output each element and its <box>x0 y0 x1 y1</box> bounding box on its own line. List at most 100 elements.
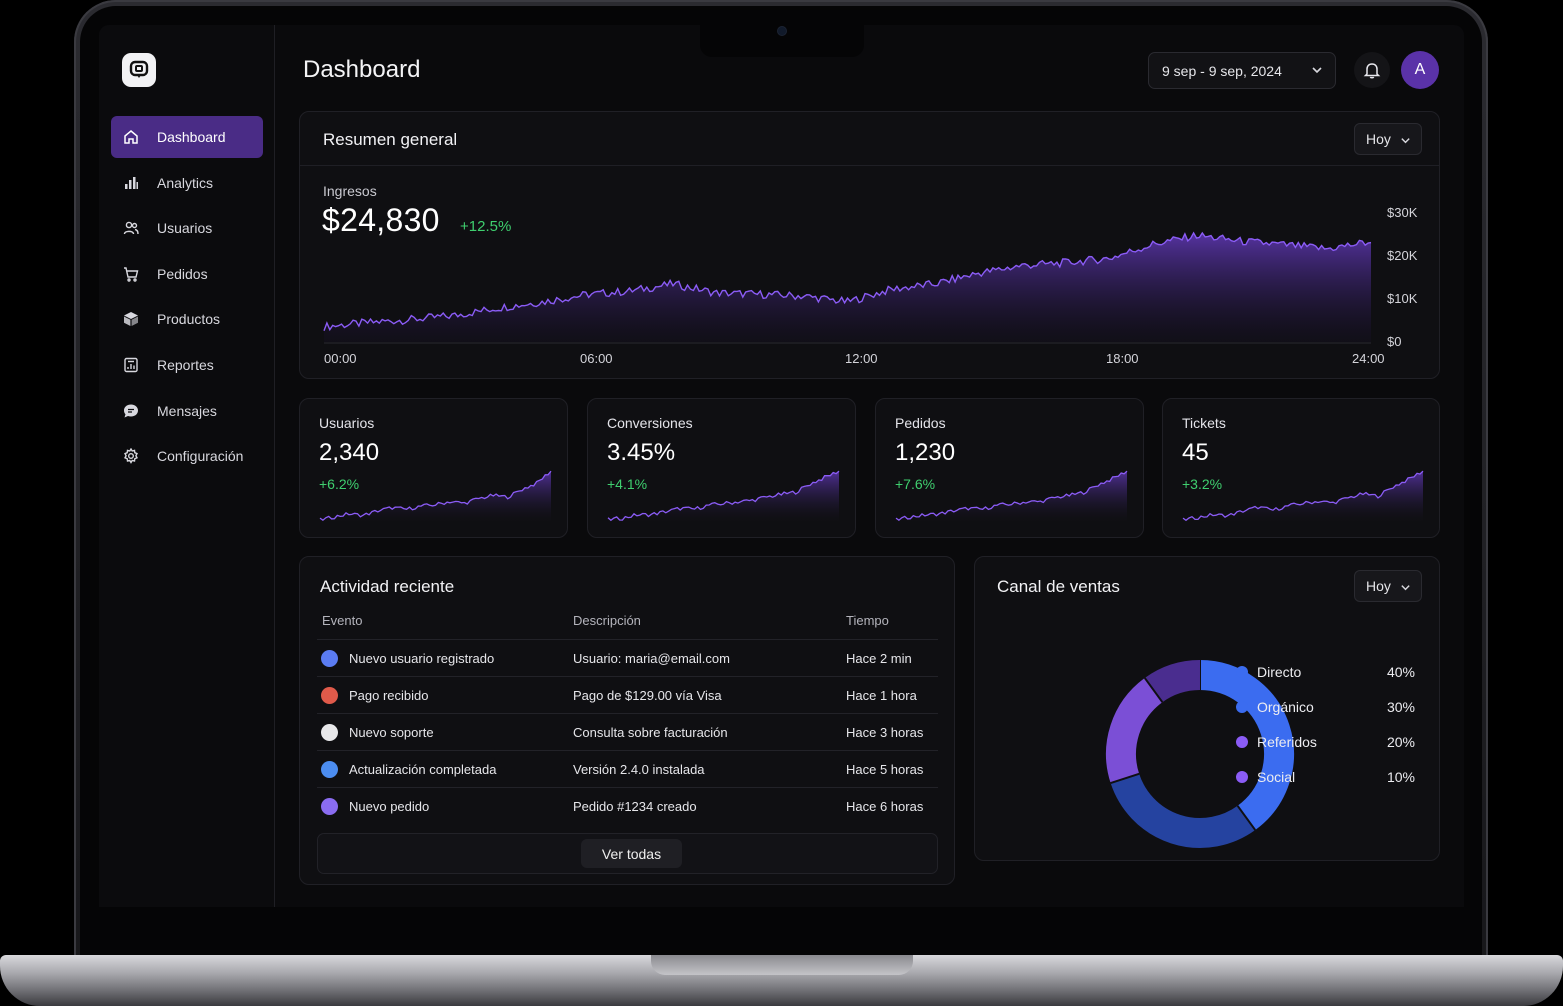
sidebar-item-configuracion[interactable]: Configuración <box>111 435 263 477</box>
screen: Dashboard Analytics Usuarios Pedidos Pro… <box>99 25 1464 907</box>
y-tick-label: $0 <box>1387 334 1401 349</box>
order-icon <box>321 798 338 815</box>
notifications-button[interactable] <box>1354 52 1390 88</box>
event-name: Nuevo soporte <box>349 725 434 740</box>
period-select[interactable]: Hoy <box>1354 570 1422 602</box>
chevron-down-icon <box>1401 585 1410 591</box>
x-tick-label: 12:00 <box>845 351 878 366</box>
sparkline-line <box>319 470 552 522</box>
legend-item: Referidos 20% <box>1233 732 1415 752</box>
legend-swatch <box>1236 666 1248 678</box>
y-tick-label: $20K <box>1387 248 1418 263</box>
sidebar-item-label: Reportes <box>157 356 214 373</box>
kpi-label: Pedidos <box>895 415 946 431</box>
gear-icon <box>124 448 138 465</box>
column-header-event: Evento <box>322 613 363 628</box>
kpi-label: Conversiones <box>607 415 693 431</box>
sidebar-item-reportes[interactable]: Reportes <box>111 344 263 386</box>
kpi-value: 3.45% <box>607 439 676 466</box>
donut-chart <box>1106 660 1294 848</box>
kpi-sparkline <box>895 470 1128 523</box>
donut-slice-social[interactable] <box>1144 660 1201 703</box>
support-icon <box>321 724 338 741</box>
sidebar-item-label: Mensajes <box>157 402 217 419</box>
table-row[interactable]: Pago recibido Pago de $129.00 vía Visa H… <box>317 676 938 713</box>
legend-item: Orgánico 30% <box>1233 697 1415 717</box>
box-icon <box>124 312 138 327</box>
period-select[interactable]: Hoy <box>1354 123 1422 155</box>
sidebar-item-productos[interactable]: Productos <box>111 298 263 340</box>
table-row[interactable]: Actualización completada Versión 2.4.0 i… <box>317 750 938 787</box>
card-title: Canal de ventas <box>997 577 1120 596</box>
legend-swatch <box>1236 771 1248 783</box>
cart-icon <box>124 267 139 282</box>
sparkline-fill <box>896 471 1127 523</box>
table-row[interactable]: Nuevo pedido Pedido #1234 creado Hace 6 … <box>317 787 938 824</box>
event-time: Hace 5 horas <box>846 762 924 777</box>
x-tick-label: 18:00 <box>1106 351 1139 366</box>
kpi-delta: +4.1% <box>607 476 648 492</box>
sparkline-line <box>1182 470 1424 522</box>
period-select-value: Hoy <box>1366 578 1391 594</box>
revenue-area-chart: 00:00 06:00 12:00 18:00 24:00 $30K $20K $10K $0 <box>323 205 1418 366</box>
payment-icon <box>321 687 338 704</box>
donut-slice-orgánico[interactable] <box>1110 773 1256 848</box>
kpi-delta: +7.6% <box>895 476 936 492</box>
recent-activity-card: Actividad reciente Evento Descripción Ti… <box>299 556 955 885</box>
revenue-area-fill <box>324 232 1371 342</box>
kpi-delta: +3.2% <box>1182 476 1223 492</box>
card-header: Resumen general Hoy <box>300 112 1439 166</box>
logo-icon <box>129 60 149 78</box>
kpi-sparkline <box>1182 470 1424 523</box>
sidebar-item-usuarios[interactable]: Usuarios <box>111 207 263 249</box>
event-description: Consulta sobre facturación <box>573 725 728 740</box>
event-time: Hace 3 horas <box>846 725 924 740</box>
table-row[interactable]: Nuevo soporte Consulta sobre facturación… <box>317 713 938 750</box>
legend-item: Social 10% <box>1233 767 1415 787</box>
kpi-value: 1,230 <box>895 439 956 466</box>
donut-slice-directo[interactable] <box>1199 660 1294 831</box>
event-name: Pago recibido <box>349 688 429 703</box>
sales-channel-card: Canal de ventas Hoy Directo 40% Orgánico… <box>974 556 1440 861</box>
event-name: Nuevo pedido <box>349 799 430 814</box>
avatar-initial: A <box>1414 61 1426 78</box>
sparkline-fill <box>1183 471 1423 523</box>
camera-icon <box>778 27 786 35</box>
sidebar-item-label: Productos <box>157 311 221 328</box>
sidebar-item-dashboard[interactable]: Dashboard <box>111 116 263 158</box>
donut-separator <box>1110 772 1140 784</box>
donut-separator <box>1143 677 1164 703</box>
event-description: Pago de $129.00 vía Visa <box>573 688 722 703</box>
event-time: Hace 6 horas <box>846 799 924 814</box>
view-all-button[interactable]: Ver todas <box>581 839 682 868</box>
sidebar-item-mensajes[interactable]: Mensajes <box>111 390 263 432</box>
donut-separator <box>1236 805 1257 831</box>
date-range-label: 9 sep - 9 sep, 2024 <box>1162 62 1282 79</box>
sparkline-line <box>895 470 1128 522</box>
event-description: Pedido #1234 creado <box>573 799 697 814</box>
legend-value: 20% <box>1386 734 1415 750</box>
sparkline-fill <box>320 471 551 523</box>
legend-label: Social <box>1257 769 1296 785</box>
legend-value: 10% <box>1386 769 1415 785</box>
kpi-label: Tickets <box>1182 415 1226 431</box>
sidebar-item-analytics[interactable]: Analytics <box>111 162 263 204</box>
avatar[interactable]: A <box>1401 51 1439 89</box>
date-range-picker[interactable]: 9 sep - 9 sep, 2024 <box>1148 52 1336 89</box>
app-logo[interactable] <box>122 53 156 87</box>
bar-chart-icon <box>125 176 138 189</box>
revenue-overview-card: Resumen general Hoy Ingresos $24,830 +12… <box>299 111 1440 379</box>
kpi-sparkline <box>319 470 552 523</box>
sidebar-item-label: Configuración <box>157 448 244 465</box>
x-tick-label: 00:00 <box>324 351 357 366</box>
column-header-description: Descripción <box>573 613 641 628</box>
column-header-time: Tiempo <box>846 613 889 628</box>
report-icon <box>124 357 138 373</box>
table-row[interactable]: Nuevo usuario registrado Usuario: maria@… <box>317 639 938 676</box>
legend-value: 30% <box>1386 699 1415 715</box>
sidebar-item-pedidos[interactable]: Pedidos <box>111 253 263 295</box>
user-icon <box>321 650 338 667</box>
card-title: Resumen general <box>323 130 458 149</box>
kpi-value: 45 <box>1182 439 1209 466</box>
donut-slice-referidos[interactable] <box>1106 677 1163 784</box>
